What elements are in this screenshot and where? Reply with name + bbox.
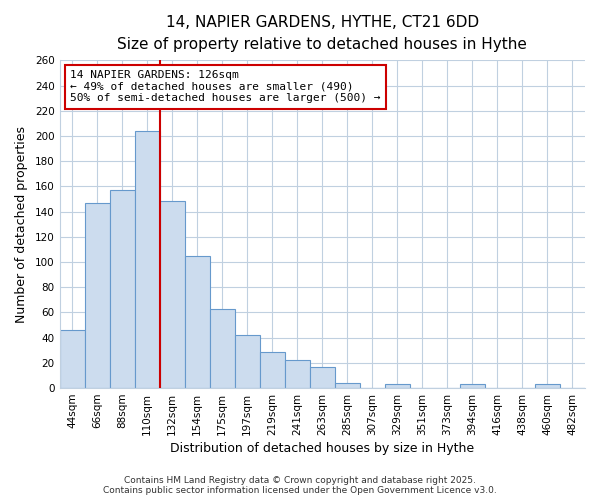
Bar bbox=[110, 190, 134, 388]
Bar bbox=[59, 330, 85, 388]
Bar bbox=[460, 384, 485, 388]
Text: Contains HM Land Registry data © Crown copyright and database right 2025.
Contai: Contains HM Land Registry data © Crown c… bbox=[103, 476, 497, 495]
Bar bbox=[335, 383, 360, 388]
Bar bbox=[260, 352, 285, 388]
Bar bbox=[535, 384, 560, 388]
Bar bbox=[235, 335, 260, 388]
Bar bbox=[385, 384, 410, 388]
Bar bbox=[310, 366, 335, 388]
Bar bbox=[85, 203, 110, 388]
Bar bbox=[134, 131, 160, 388]
Bar bbox=[285, 360, 310, 388]
Bar bbox=[185, 256, 209, 388]
Text: 14 NAPIER GARDENS: 126sqm
← 49% of detached houses are smaller (490)
50% of semi: 14 NAPIER GARDENS: 126sqm ← 49% of detac… bbox=[70, 70, 380, 103]
Bar bbox=[160, 202, 185, 388]
X-axis label: Distribution of detached houses by size in Hythe: Distribution of detached houses by size … bbox=[170, 442, 475, 455]
Bar bbox=[209, 308, 235, 388]
Title: 14, NAPIER GARDENS, HYTHE, CT21 6DD
Size of property relative to detached houses: 14, NAPIER GARDENS, HYTHE, CT21 6DD Size… bbox=[118, 15, 527, 52]
Y-axis label: Number of detached properties: Number of detached properties bbox=[15, 126, 28, 322]
